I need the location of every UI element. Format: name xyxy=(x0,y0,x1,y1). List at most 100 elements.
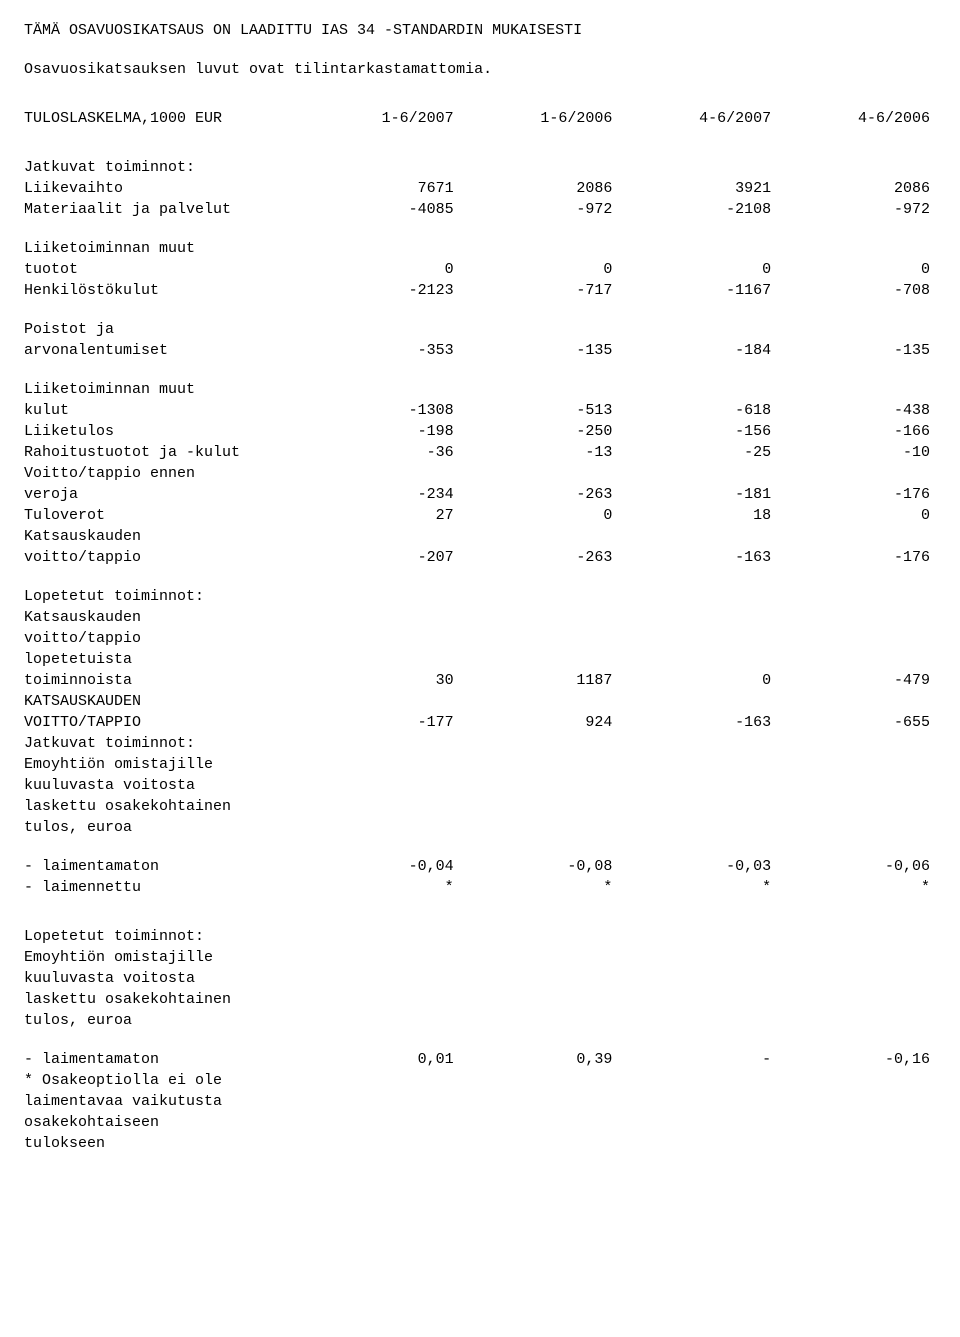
cell: 3921 xyxy=(622,178,781,199)
table-row: tulos, euroa xyxy=(24,1010,940,1031)
cell: -972 xyxy=(464,199,623,220)
cell: * xyxy=(305,877,464,898)
cell: -135 xyxy=(781,340,940,361)
cell: -438 xyxy=(781,400,940,421)
table-row: Emoyhtiön omistajille xyxy=(24,947,940,968)
table-row: * Osakeoptiolla ei ole xyxy=(24,1070,940,1091)
table-row: Liiketulos -198 -250 -156 -166 xyxy=(24,421,940,442)
row-label: Emoyhtiön omistajille xyxy=(24,754,305,775)
table-row: Tuloverot 27 0 18 0 xyxy=(24,505,940,526)
cell: 7671 xyxy=(305,178,464,199)
row-label: laskettu osakekohtainen xyxy=(24,796,305,817)
row-label: Liikevaihto xyxy=(24,178,305,199)
cell: -166 xyxy=(781,421,940,442)
row-label: - laimennettu xyxy=(24,877,305,898)
row-label: kuuluvasta voitosta xyxy=(24,968,305,989)
cell: -10 xyxy=(781,442,940,463)
table-row: - laimennettu * * * * xyxy=(24,877,940,898)
cell: 0 xyxy=(781,259,940,280)
discontinued-ops-label: Lopetetut toiminnot: xyxy=(24,586,305,607)
table-row: Liikevaihto 7671 2086 3921 2086 xyxy=(24,178,940,199)
table-row: tulos, euroa xyxy=(24,817,940,838)
row-label: Poistot ja xyxy=(24,319,305,340)
cell: -234 xyxy=(305,484,464,505)
table-row: voitto/tappio -207 -263 -163 -176 xyxy=(24,547,940,568)
table-row: toiminnoista 30 1187 0 -479 xyxy=(24,670,940,691)
row-label: kuuluvasta voitosta xyxy=(24,775,305,796)
table-header-row: TULOSLASKELMA,1000 EUR 1-6/2007 1-6/2006… xyxy=(24,108,940,129)
cell: 0 xyxy=(464,505,623,526)
row-label: Rahoitustuotot ja -kulut xyxy=(24,442,305,463)
cell: * xyxy=(464,877,623,898)
discontinued-ops-label-2: Lopetetut toiminnot: xyxy=(24,926,305,947)
unaudited-note: Osavuosikatsauksen luvut ovat tilintarka… xyxy=(24,59,940,80)
cell: -972 xyxy=(781,199,940,220)
income-statement-table: TULOSLASKELMA,1000 EUR 1-6/2007 1-6/2006… xyxy=(24,108,940,1154)
cell: -2108 xyxy=(622,199,781,220)
ias34-note: TÄMÄ OSAVUOSIKATSAUS ON LAADITTU IAS 34 … xyxy=(24,20,940,41)
footnote-label: * Osakeoptiolla ei ole xyxy=(24,1070,305,1091)
cell: -198 xyxy=(305,421,464,442)
cell: * xyxy=(781,877,940,898)
table-row: KATSAUSKAUDEN xyxy=(24,691,940,712)
table-row: veroja -234 -263 -181 -176 xyxy=(24,484,940,505)
footnote-label: osakekohtaiseen xyxy=(24,1112,305,1133)
section-heading: Lopetetut toiminnot: xyxy=(24,586,940,607)
cell: -353 xyxy=(305,340,464,361)
row-label: Liiketoiminnan muut xyxy=(24,238,305,259)
cell: -36 xyxy=(305,442,464,463)
cell: 0 xyxy=(464,259,623,280)
row-label: voitto/tappio xyxy=(24,547,305,568)
col-header: 4-6/2007 xyxy=(622,108,781,129)
cell: 30 xyxy=(305,670,464,691)
cell: 18 xyxy=(622,505,781,526)
table-row: voitto/tappio xyxy=(24,628,940,649)
col-header: 1-6/2007 xyxy=(305,108,464,129)
row-label: lopetetuista xyxy=(24,649,305,670)
table-row: lopetetuista xyxy=(24,649,940,670)
row-label: arvonalentumiset xyxy=(24,340,305,361)
row-label: Jatkuvat toiminnot: xyxy=(24,733,305,754)
row-label: Emoyhtiön omistajille xyxy=(24,947,305,968)
cell: -708 xyxy=(781,280,940,301)
cell: -513 xyxy=(464,400,623,421)
row-label: tulos, euroa xyxy=(24,817,305,838)
cell: -176 xyxy=(781,484,940,505)
table-row: VOITTO/TAPPIO -177 924 -163 -655 xyxy=(24,712,940,733)
cell: -655 xyxy=(781,712,940,733)
row-label: KATSAUSKAUDEN xyxy=(24,691,305,712)
cell: -163 xyxy=(622,712,781,733)
cell: -135 xyxy=(464,340,623,361)
table-row: Katsauskauden xyxy=(24,607,940,628)
section-heading: Jatkuvat toiminnot: xyxy=(24,157,940,178)
row-label: Liiketulos xyxy=(24,421,305,442)
cell: 2086 xyxy=(464,178,623,199)
cell: 0,01 xyxy=(305,1049,464,1070)
table-row: - laimentamaton 0,01 0,39 - -0,16 xyxy=(24,1049,940,1070)
cell: -479 xyxy=(781,670,940,691)
cell: -0,03 xyxy=(622,856,781,877)
row-label: Henkilöstökulut xyxy=(24,280,305,301)
cell: 0,39 xyxy=(464,1049,623,1070)
table-row: laskettu osakekohtainen xyxy=(24,989,940,1010)
row-label: Katsauskauden xyxy=(24,607,305,628)
table-row: tulokseen xyxy=(24,1133,940,1154)
table-row: osakekohtaiseen xyxy=(24,1112,940,1133)
row-label: toiminnoista xyxy=(24,670,305,691)
table-row: Henkilöstökulut -2123 -717 -1167 -708 xyxy=(24,280,940,301)
cell: -0,04 xyxy=(305,856,464,877)
table-row: Emoyhtiön omistajille xyxy=(24,754,940,775)
cell: -4085 xyxy=(305,199,464,220)
table-row: Liiketoiminnan muut xyxy=(24,379,940,400)
cell: -263 xyxy=(464,484,623,505)
col-header: 1-6/2006 xyxy=(464,108,623,129)
cell: -207 xyxy=(305,547,464,568)
table-row: Katsauskauden xyxy=(24,526,940,547)
table-row: Poistot ja xyxy=(24,319,940,340)
table-title: TULOSLASKELMA,1000 EUR xyxy=(24,108,305,129)
table-row: laskettu osakekohtainen xyxy=(24,796,940,817)
row-label: tulos, euroa xyxy=(24,1010,305,1031)
cell: 0 xyxy=(622,670,781,691)
cell: 0 xyxy=(305,259,464,280)
cell: 1187 xyxy=(464,670,623,691)
